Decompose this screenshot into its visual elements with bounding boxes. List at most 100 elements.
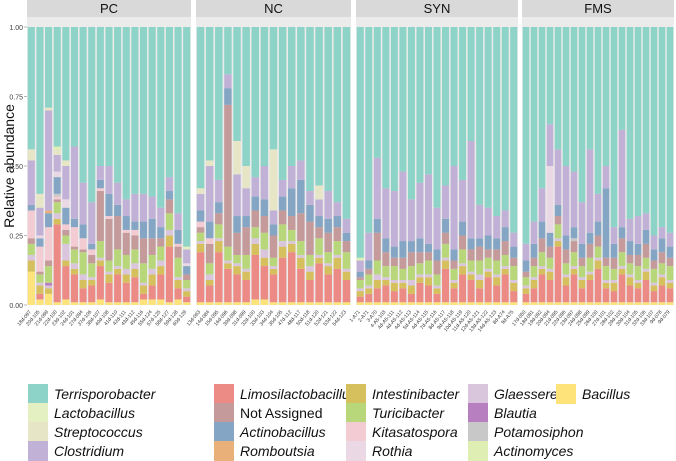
- bar-segment: [658, 238, 666, 253]
- bar-segment: [174, 277, 182, 280]
- bar-segment: [45, 110, 53, 211]
- legend-label: Romboutsia: [240, 443, 315, 459]
- bar-segment: [196, 27, 205, 189]
- bar-segment: [196, 243, 205, 253]
- bar-segment: [224, 74, 232, 89]
- bar-segment: [538, 302, 546, 305]
- bar-segment: [450, 288, 458, 303]
- bar-segment: [424, 274, 432, 278]
- y-tick-label: 1.00: [9, 25, 23, 32]
- bar-segment: [501, 241, 509, 255]
- bar-segment: [306, 221, 314, 255]
- bar-segment: [546, 27, 554, 125]
- bar-segment: [53, 146, 61, 150]
- bar-segment: [373, 232, 381, 261]
- bar-segment: [174, 213, 182, 230]
- bar-segment: [666, 279, 674, 283]
- bar-segment: [610, 243, 618, 258]
- bar-segment: [105, 218, 113, 261]
- bar-segment: [373, 27, 381, 158]
- bar-segment: [196, 241, 205, 244]
- bar-segment: [139, 193, 148, 222]
- bar-segment: [530, 288, 538, 303]
- bar-segment: [287, 166, 296, 189]
- bar-segment: [79, 238, 87, 250]
- bar-segment: [224, 260, 232, 264]
- bar-segment: [618, 238, 626, 253]
- bar-segment: [578, 243, 586, 258]
- bar-segment: [650, 268, 658, 283]
- legend-swatch: [28, 441, 48, 461]
- bar-segment: [174, 243, 182, 247]
- bar-segment: [233, 266, 241, 275]
- bar-segment: [554, 246, 562, 303]
- bar-segment: [333, 254, 342, 258]
- bar-segment: [105, 166, 113, 194]
- panel-strip: [196, 0, 351, 17]
- bar-segment: [618, 252, 626, 267]
- bar-segment: [399, 282, 407, 289]
- bar-segment: [373, 157, 381, 219]
- legend-item: Not Assigned: [214, 403, 323, 423]
- bar-segment: [522, 293, 530, 303]
- bar-segment: [27, 260, 35, 272]
- bar-segment: [139, 27, 148, 194]
- bar-segment: [546, 279, 554, 303]
- bar-segment: [450, 260, 458, 269]
- bar-segment: [297, 179, 305, 214]
- bar-segment: [501, 266, 509, 269]
- bar-segment: [467, 274, 475, 280]
- bar-segment: [666, 266, 674, 280]
- bar-segment: [356, 27, 364, 258]
- bar-segment: [183, 246, 191, 250]
- bar-segment: [484, 277, 492, 303]
- bar-segment: [658, 274, 666, 278]
- bar-segment: [62, 243, 70, 261]
- bar-segment: [324, 302, 332, 305]
- bar-segment: [96, 188, 104, 192]
- bar-segment: [642, 257, 650, 269]
- bar-segment: [476, 288, 484, 303]
- bar-segment: [315, 238, 323, 255]
- bar-segment: [324, 27, 332, 192]
- bar-segment: [88, 202, 96, 244]
- bar-segment: [493, 216, 501, 239]
- bar-segment: [594, 302, 602, 305]
- bar-segment: [224, 27, 232, 75]
- bar-segment: [586, 149, 594, 233]
- legend-swatch: [28, 422, 48, 442]
- bar-segment: [365, 27, 373, 233]
- bar-segment: [442, 243, 450, 258]
- bar-segment: [538, 268, 546, 275]
- bar-segment: [450, 27, 458, 166]
- bar-segment: [626, 277, 634, 286]
- bar-segment: [484, 271, 492, 278]
- bar-segment: [407, 199, 415, 242]
- bar-segment: [356, 271, 364, 278]
- bar-segment: [510, 246, 518, 258]
- bar-segment: [224, 88, 232, 105]
- bar-segment: [562, 235, 570, 250]
- legend-swatch: [214, 403, 234, 423]
- panel-title-pc: PC: [100, 1, 118, 16]
- legend-label: Turicibacter: [372, 405, 445, 421]
- panel-strip: [356, 0, 518, 17]
- bar-segment: [251, 210, 260, 228]
- bar-segment: [105, 260, 113, 272]
- bar-segment: [578, 266, 586, 278]
- legend-item: Romboutsia: [214, 441, 315, 461]
- bar-segment: [390, 191, 398, 247]
- bar-segment: [530, 27, 538, 222]
- bar-segment: [215, 252, 223, 303]
- bar-segment: [306, 279, 314, 303]
- bar-segment: [315, 27, 323, 186]
- bar-segment: [233, 302, 241, 305]
- bar-segment: [382, 266, 390, 278]
- y-tick-label: 0.00: [9, 303, 23, 310]
- bar-segment: [205, 285, 214, 303]
- bar-segment: [79, 274, 87, 280]
- bar-segment: [53, 196, 61, 200]
- bar-segment: [233, 27, 241, 141]
- bar-segment: [205, 279, 214, 286]
- bar-segment: [45, 282, 53, 286]
